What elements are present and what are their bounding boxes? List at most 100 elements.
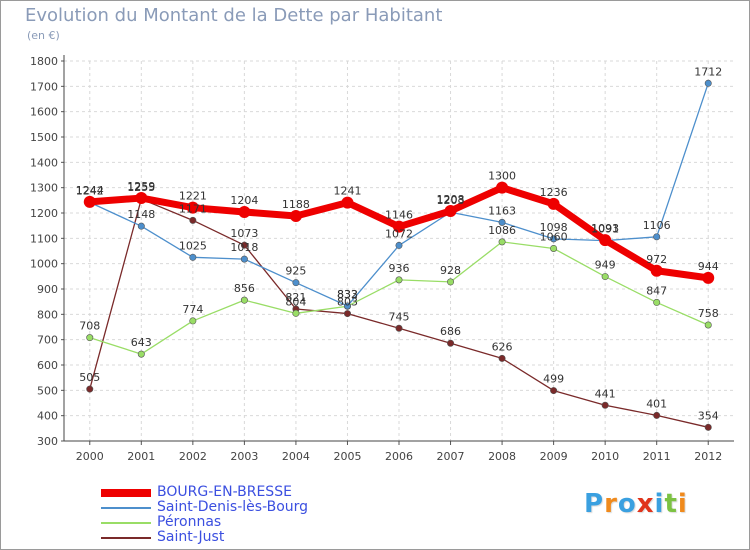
legend-label: Saint-Denis-lès-Bourg [157, 499, 309, 515]
data-point [292, 309, 300, 317]
data-label: 1259 [127, 180, 155, 193]
y-tick-label: 1400 [30, 156, 58, 169]
y-tick-label: 700 [37, 334, 58, 347]
data-point [186, 201, 199, 214]
data-point [395, 241, 403, 249]
x-tick-label: 2008 [488, 450, 516, 463]
y-tick-label: 1300 [30, 182, 58, 195]
logo-letter: o [617, 489, 637, 519]
data-label: 949 [595, 259, 616, 272]
data-label: 1300 [488, 170, 516, 183]
data-label: 1242 [76, 184, 104, 197]
y-tick-label: 1100 [30, 232, 58, 245]
data-label: 928 [440, 264, 461, 277]
y-tick-label: 600 [37, 359, 58, 372]
data-point [498, 354, 506, 362]
logo-letter: r [604, 489, 618, 519]
data-label: 1098 [540, 221, 568, 234]
data-point [704, 423, 712, 431]
data-label: 1208 [437, 193, 465, 206]
data-label: 1086 [488, 224, 516, 237]
data-label: 708 [79, 320, 100, 333]
x-tick-label: 2012 [694, 450, 722, 463]
x-tick-label: 2000 [76, 450, 104, 463]
data-point [240, 255, 248, 263]
data-label: 944 [698, 260, 719, 273]
logo-letter: P [584, 489, 605, 519]
data-point [137, 350, 145, 358]
data-point [447, 339, 455, 347]
data-point [496, 181, 509, 194]
data-point [550, 235, 558, 243]
data-point [650, 264, 663, 277]
data-point [395, 276, 403, 284]
data-point [238, 205, 251, 218]
data-point [240, 296, 248, 304]
data-label: 745 [389, 310, 410, 323]
data-point [343, 310, 351, 318]
data-label: 847 [646, 284, 667, 297]
data-label: 832 [337, 288, 358, 301]
data-point [498, 238, 506, 246]
y-tick-label: 900 [37, 283, 58, 296]
data-point [393, 220, 405, 233]
legend-swatch [101, 537, 151, 539]
data-label: 833 [337, 288, 358, 301]
data-point [550, 244, 558, 252]
y-tick-label: 1600 [30, 106, 58, 119]
data-label: 925 [285, 265, 306, 278]
chart-subtitle: (en €) [27, 29, 60, 42]
x-tick-label: 2006 [385, 450, 413, 463]
data-point [341, 196, 354, 209]
x-tick-label: 2007 [437, 450, 465, 463]
data-point [704, 79, 712, 87]
x-tick-label: 2005 [333, 450, 361, 463]
y-tick-label: 800 [37, 308, 58, 321]
data-label: 643 [131, 336, 152, 349]
data-label: 1221 [179, 190, 207, 203]
y-tick-label: 1700 [30, 80, 58, 93]
data-point [189, 317, 197, 325]
data-point [189, 253, 197, 261]
data-point [547, 197, 560, 210]
data-label: 1146 [385, 209, 413, 222]
data-label: 1712 [694, 65, 722, 78]
data-label: 354 [698, 409, 719, 422]
data-point [189, 216, 197, 224]
chart-title: Evolution du Montant de la Dette par Hab… [25, 5, 443, 26]
data-label: 1188 [282, 198, 310, 211]
data-label: 1106 [643, 219, 671, 232]
data-label: 856 [234, 282, 255, 295]
logo-letter: t [664, 489, 678, 519]
legend-swatch [101, 489, 151, 497]
data-point [83, 195, 96, 208]
data-point [498, 218, 506, 226]
data-label: 686 [440, 325, 461, 338]
logo-letter: x [636, 489, 655, 519]
legend-label: BOURG-EN-BRESSE [157, 484, 292, 500]
data-label: 1236 [540, 186, 568, 199]
legend-swatch [101, 522, 151, 524]
data-point [292, 279, 300, 287]
x-tick-label: 2009 [540, 450, 568, 463]
data-label: 499 [543, 373, 564, 386]
legend-label: Saint-Just [157, 529, 225, 545]
y-tick-label: 400 [37, 410, 58, 423]
data-label: 505 [79, 371, 100, 384]
data-label: 1018 [230, 241, 258, 254]
data-point [653, 411, 661, 419]
data-point [289, 210, 302, 223]
data-point [653, 298, 661, 306]
legend-swatch [101, 507, 151, 509]
x-tick-label: 2010 [591, 450, 619, 463]
data-point [653, 233, 661, 241]
data-label: 1203 [437, 194, 465, 207]
data-label: 972 [646, 253, 667, 266]
proxiti-logo: Proxiti [584, 489, 688, 519]
data-label: 1073 [230, 227, 258, 240]
data-point [601, 401, 609, 409]
y-tick-label: 1000 [30, 258, 58, 271]
data-label: 1204 [230, 194, 258, 207]
data-label: 626 [492, 340, 513, 353]
data-label: 758 [698, 307, 719, 320]
